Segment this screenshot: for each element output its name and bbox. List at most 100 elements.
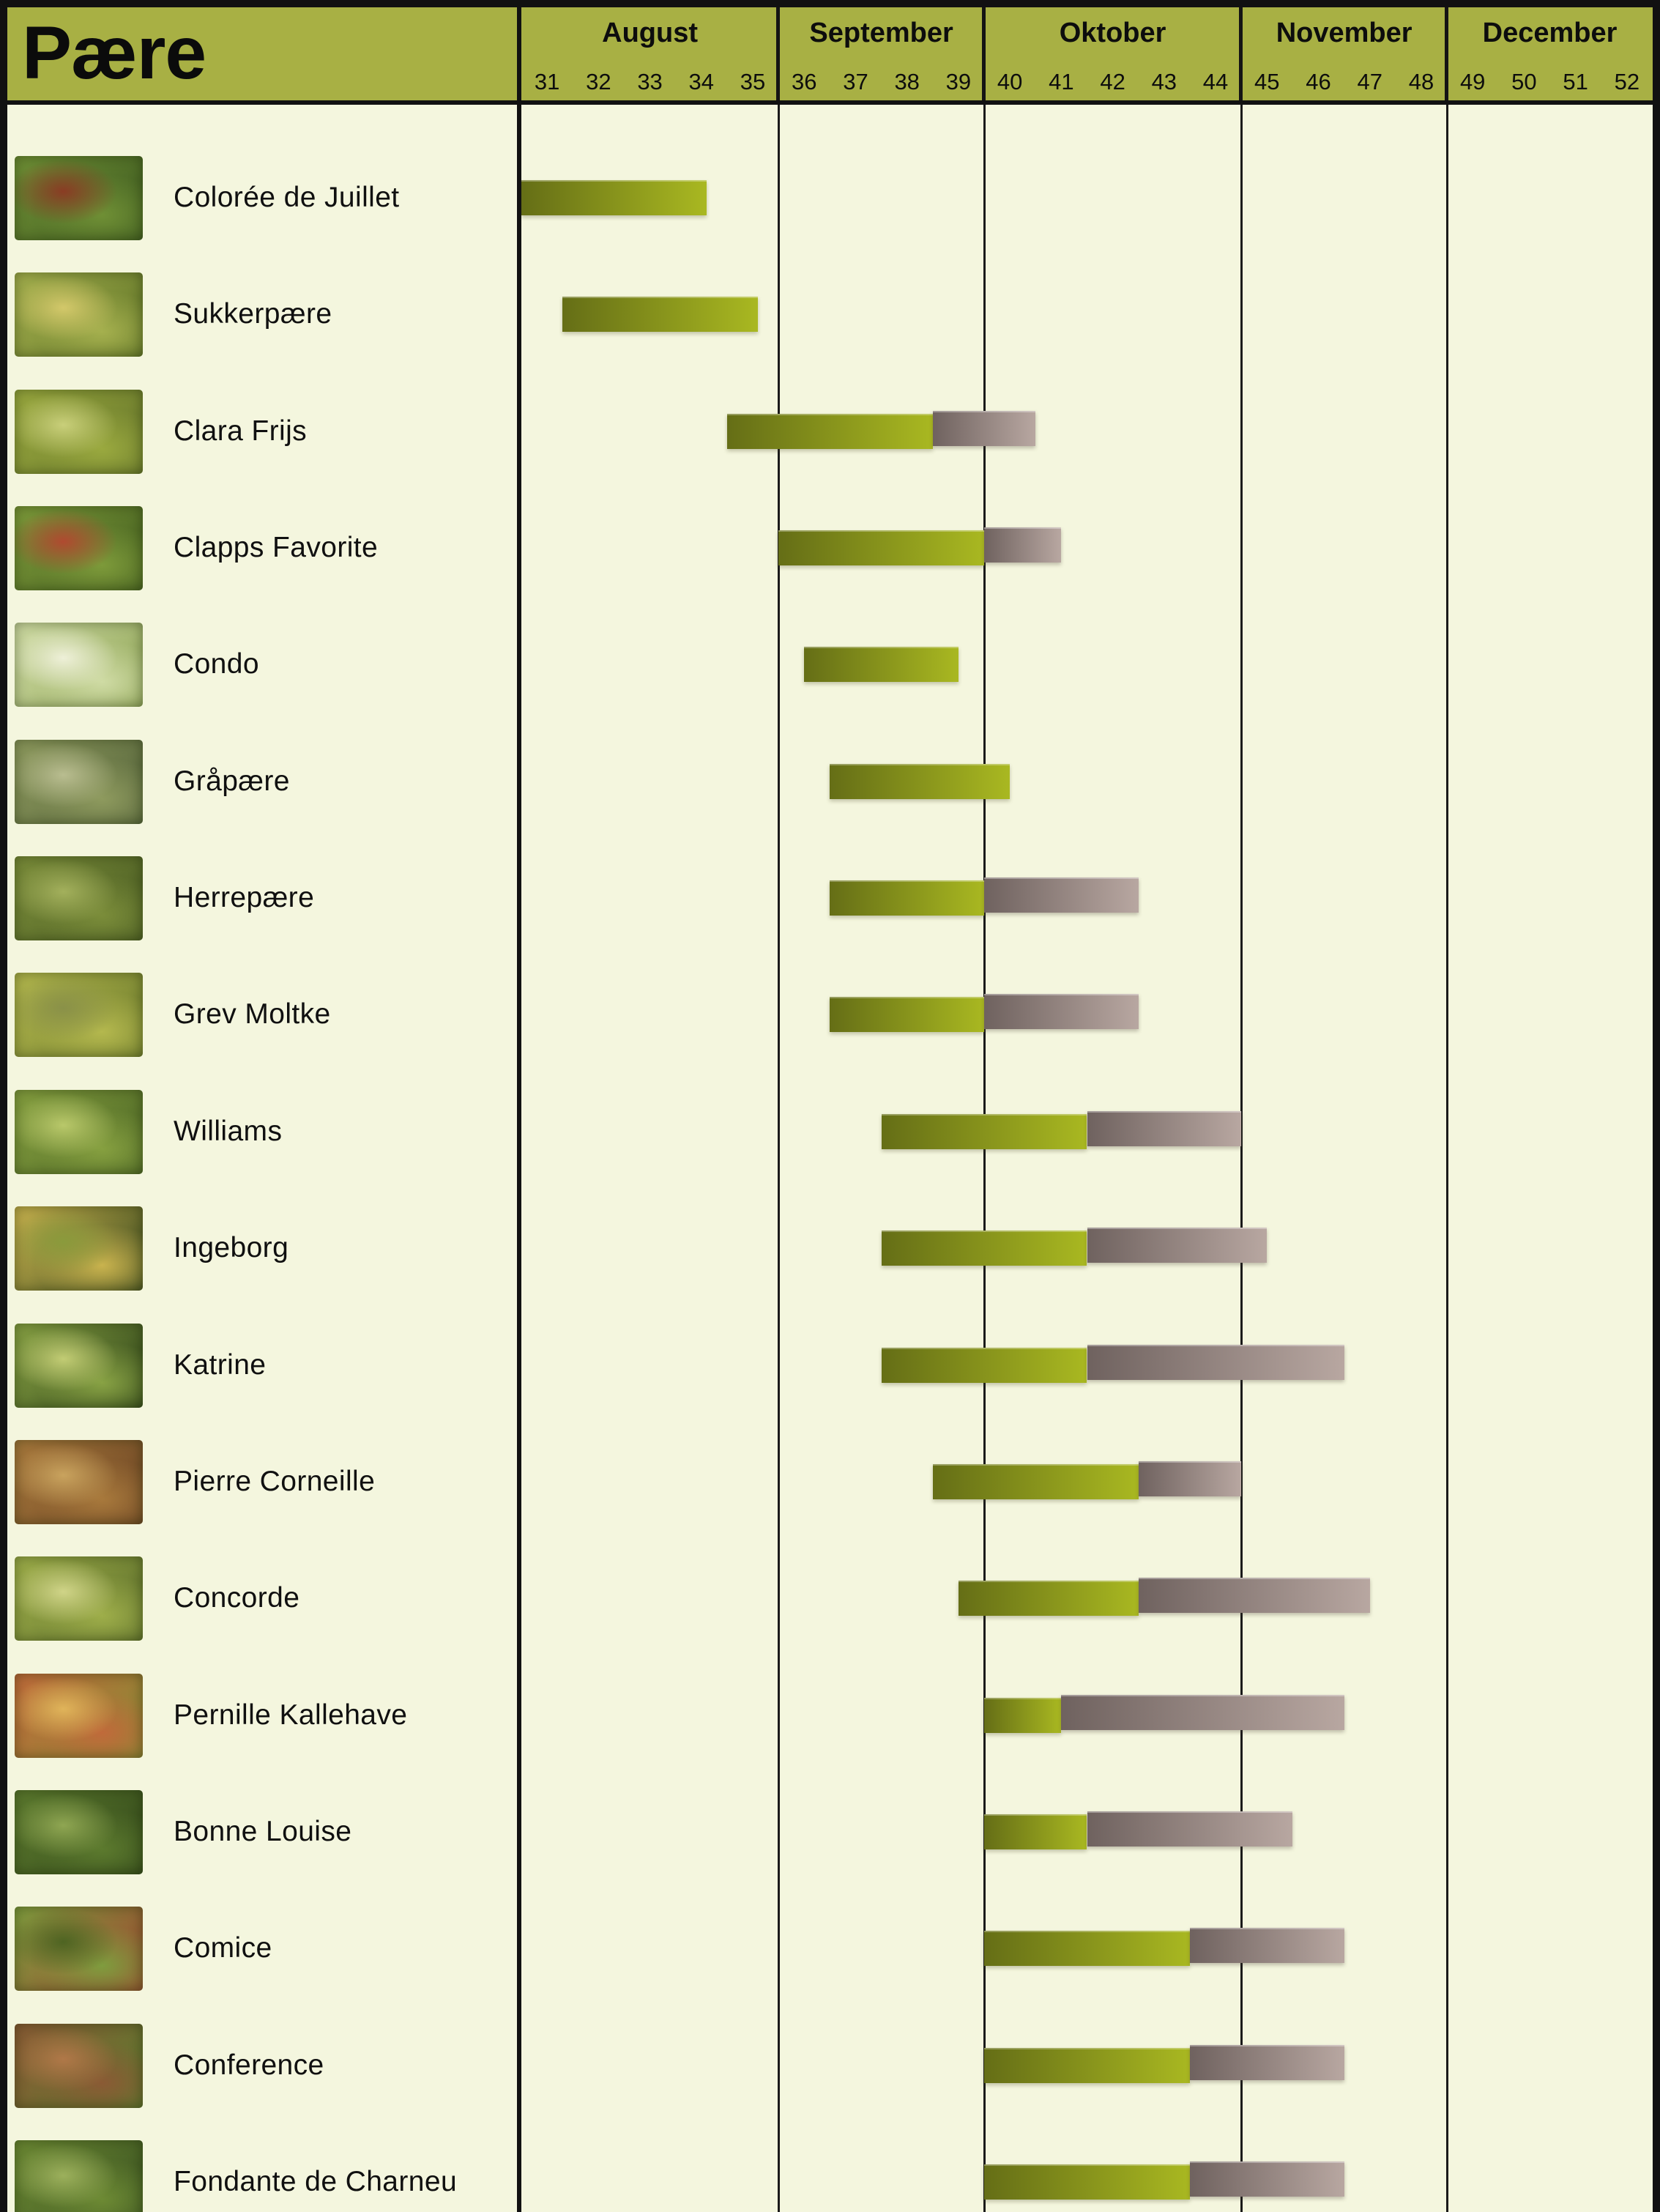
harvest-bar (830, 997, 985, 1033)
month-separator-line (982, 7, 986, 100)
harvest-bar (984, 1814, 1087, 1849)
pear-photo-thumbnail (15, 1907, 143, 1992)
variety-name: Williams (174, 1115, 283, 1147)
harvest-bar (830, 763, 1010, 799)
week-number-45: 45 (1254, 69, 1280, 94)
week-number-38: 38 (894, 69, 920, 94)
week-number-46: 46 (1306, 69, 1331, 94)
column-divider-line (517, 7, 521, 2212)
pear-photo-thumbnail (15, 1556, 143, 1641)
harvest-bar (562, 297, 759, 333)
storage-bar (1189, 1928, 1344, 1964)
week-number-43: 43 (1151, 69, 1177, 94)
month-separator-line (776, 7, 781, 100)
harvest-bar (984, 1931, 1190, 1967)
harvest-bar (881, 1347, 1087, 1383)
storage-bar (1189, 2161, 1344, 2197)
variety-name: Bonne Louise (174, 1815, 352, 1847)
pear-photo-thumbnail (15, 739, 143, 824)
pear-photo-thumbnail (15, 856, 143, 941)
pear-photo-thumbnail (15, 1789, 143, 1874)
storage-bar (1189, 2044, 1344, 2080)
storage-bar (1138, 1461, 1242, 1496)
storage-bar (1087, 1228, 1268, 1263)
storage-bar (1087, 1110, 1242, 1146)
week-number-48: 48 (1408, 69, 1434, 94)
storage-bar (984, 877, 1139, 913)
storage-bar (984, 527, 1062, 563)
harvest-bar (778, 530, 985, 566)
variety-name: Conference (174, 2049, 324, 2081)
pear-photo-thumbnail (15, 389, 143, 474)
harvest-bar (984, 2047, 1190, 2083)
frame-border-right (1653, 0, 1660, 2212)
variety-name: Pernille Kallehave (174, 1699, 408, 1731)
harvest-bar (804, 647, 959, 683)
week-number-31: 31 (534, 69, 560, 94)
variety-name: Clapps Favorite (174, 532, 379, 564)
pear-photo-thumbnail (15, 2023, 143, 2108)
harvest-bar (830, 880, 985, 916)
title-cell: Pære (7, 7, 517, 100)
month-gridline-week-36 (777, 105, 780, 2212)
pear-photo-thumbnail (15, 156, 143, 240)
variety-name: Fondante de Charneu (174, 2165, 458, 2197)
month-gridline-week-40 (983, 105, 986, 2212)
variety-name: Grev Moltke (174, 998, 331, 1031)
week-number-34: 34 (688, 69, 715, 94)
month-cell-august: August 31 32 33 34 35 (521, 7, 778, 100)
week-number-42: 42 (1100, 69, 1125, 94)
variety-name: Gråpære (174, 765, 290, 797)
storage-bar (1087, 1344, 1344, 1380)
variety-name: Katrine (174, 1348, 267, 1381)
harvest-bar (726, 413, 933, 449)
page-title: Pære (22, 11, 206, 94)
month-label: November (1276, 18, 1413, 48)
week-number-51: 51 (1563, 69, 1588, 94)
month-cell-september: September 36 37 38 39 (776, 7, 984, 100)
pear-photo-thumbnail (15, 1089, 143, 1174)
storage-bar (1138, 1578, 1370, 1614)
harvest-bar (958, 1581, 1139, 1617)
pear-photo-thumbnail (15, 1439, 143, 1524)
pear-photo-thumbnail (15, 1206, 143, 1291)
variety-name: Concorde (174, 1582, 300, 1614)
pear-photo-thumbnail (15, 973, 143, 1058)
week-number-32: 32 (586, 69, 611, 94)
month-label: September (809, 18, 953, 48)
variety-name: Pierre Corneille (174, 1465, 376, 1497)
month-cell-december: December 49 50 51 52 (1445, 7, 1653, 100)
storage-bar (1061, 1694, 1344, 1730)
week-number-41: 41 (1049, 69, 1074, 94)
week-number-35: 35 (740, 69, 766, 94)
variety-name: Clara Frijs (174, 415, 308, 447)
storage-bar (984, 994, 1139, 1030)
frame-border-top (0, 0, 1660, 7)
header-underline (7, 100, 1653, 105)
week-number-40: 40 (997, 69, 1023, 94)
variety-name: Comice (174, 1932, 272, 1964)
month-header: August 31 32 33 34 35 September 36 37 38 39 Oktober… (521, 7, 1653, 100)
week-number-44: 44 (1202, 69, 1229, 94)
storage-bar (1087, 1811, 1293, 1847)
harvest-bar (521, 180, 707, 215)
harvest-bar (932, 1463, 1139, 1499)
pear-photo-thumbnail (15, 506, 143, 591)
week-number-49: 49 (1459, 69, 1486, 94)
harvest-bar (984, 2164, 1190, 2200)
month-label: Oktober (1059, 18, 1166, 48)
month-separator-line (1445, 7, 1449, 100)
month-gridline-week-49 (1445, 105, 1448, 2212)
week-number-50: 50 (1511, 69, 1537, 94)
month-cell-november: November 45 46 47 48 (1239, 7, 1447, 100)
month-label: December (1482, 18, 1618, 48)
variety-name: Herrepære (174, 882, 315, 914)
pear-photo-thumbnail (15, 2139, 143, 2212)
week-number-39: 39 (945, 69, 972, 94)
variety-name: Condo (174, 648, 259, 680)
harvest-bar (984, 1697, 1062, 1733)
variety-name: Ingeborg (174, 1232, 289, 1264)
variety-name: Colorée de Juillet (174, 182, 400, 213)
week-number-36: 36 (791, 69, 817, 94)
pear-photo-thumbnail (15, 623, 143, 708)
